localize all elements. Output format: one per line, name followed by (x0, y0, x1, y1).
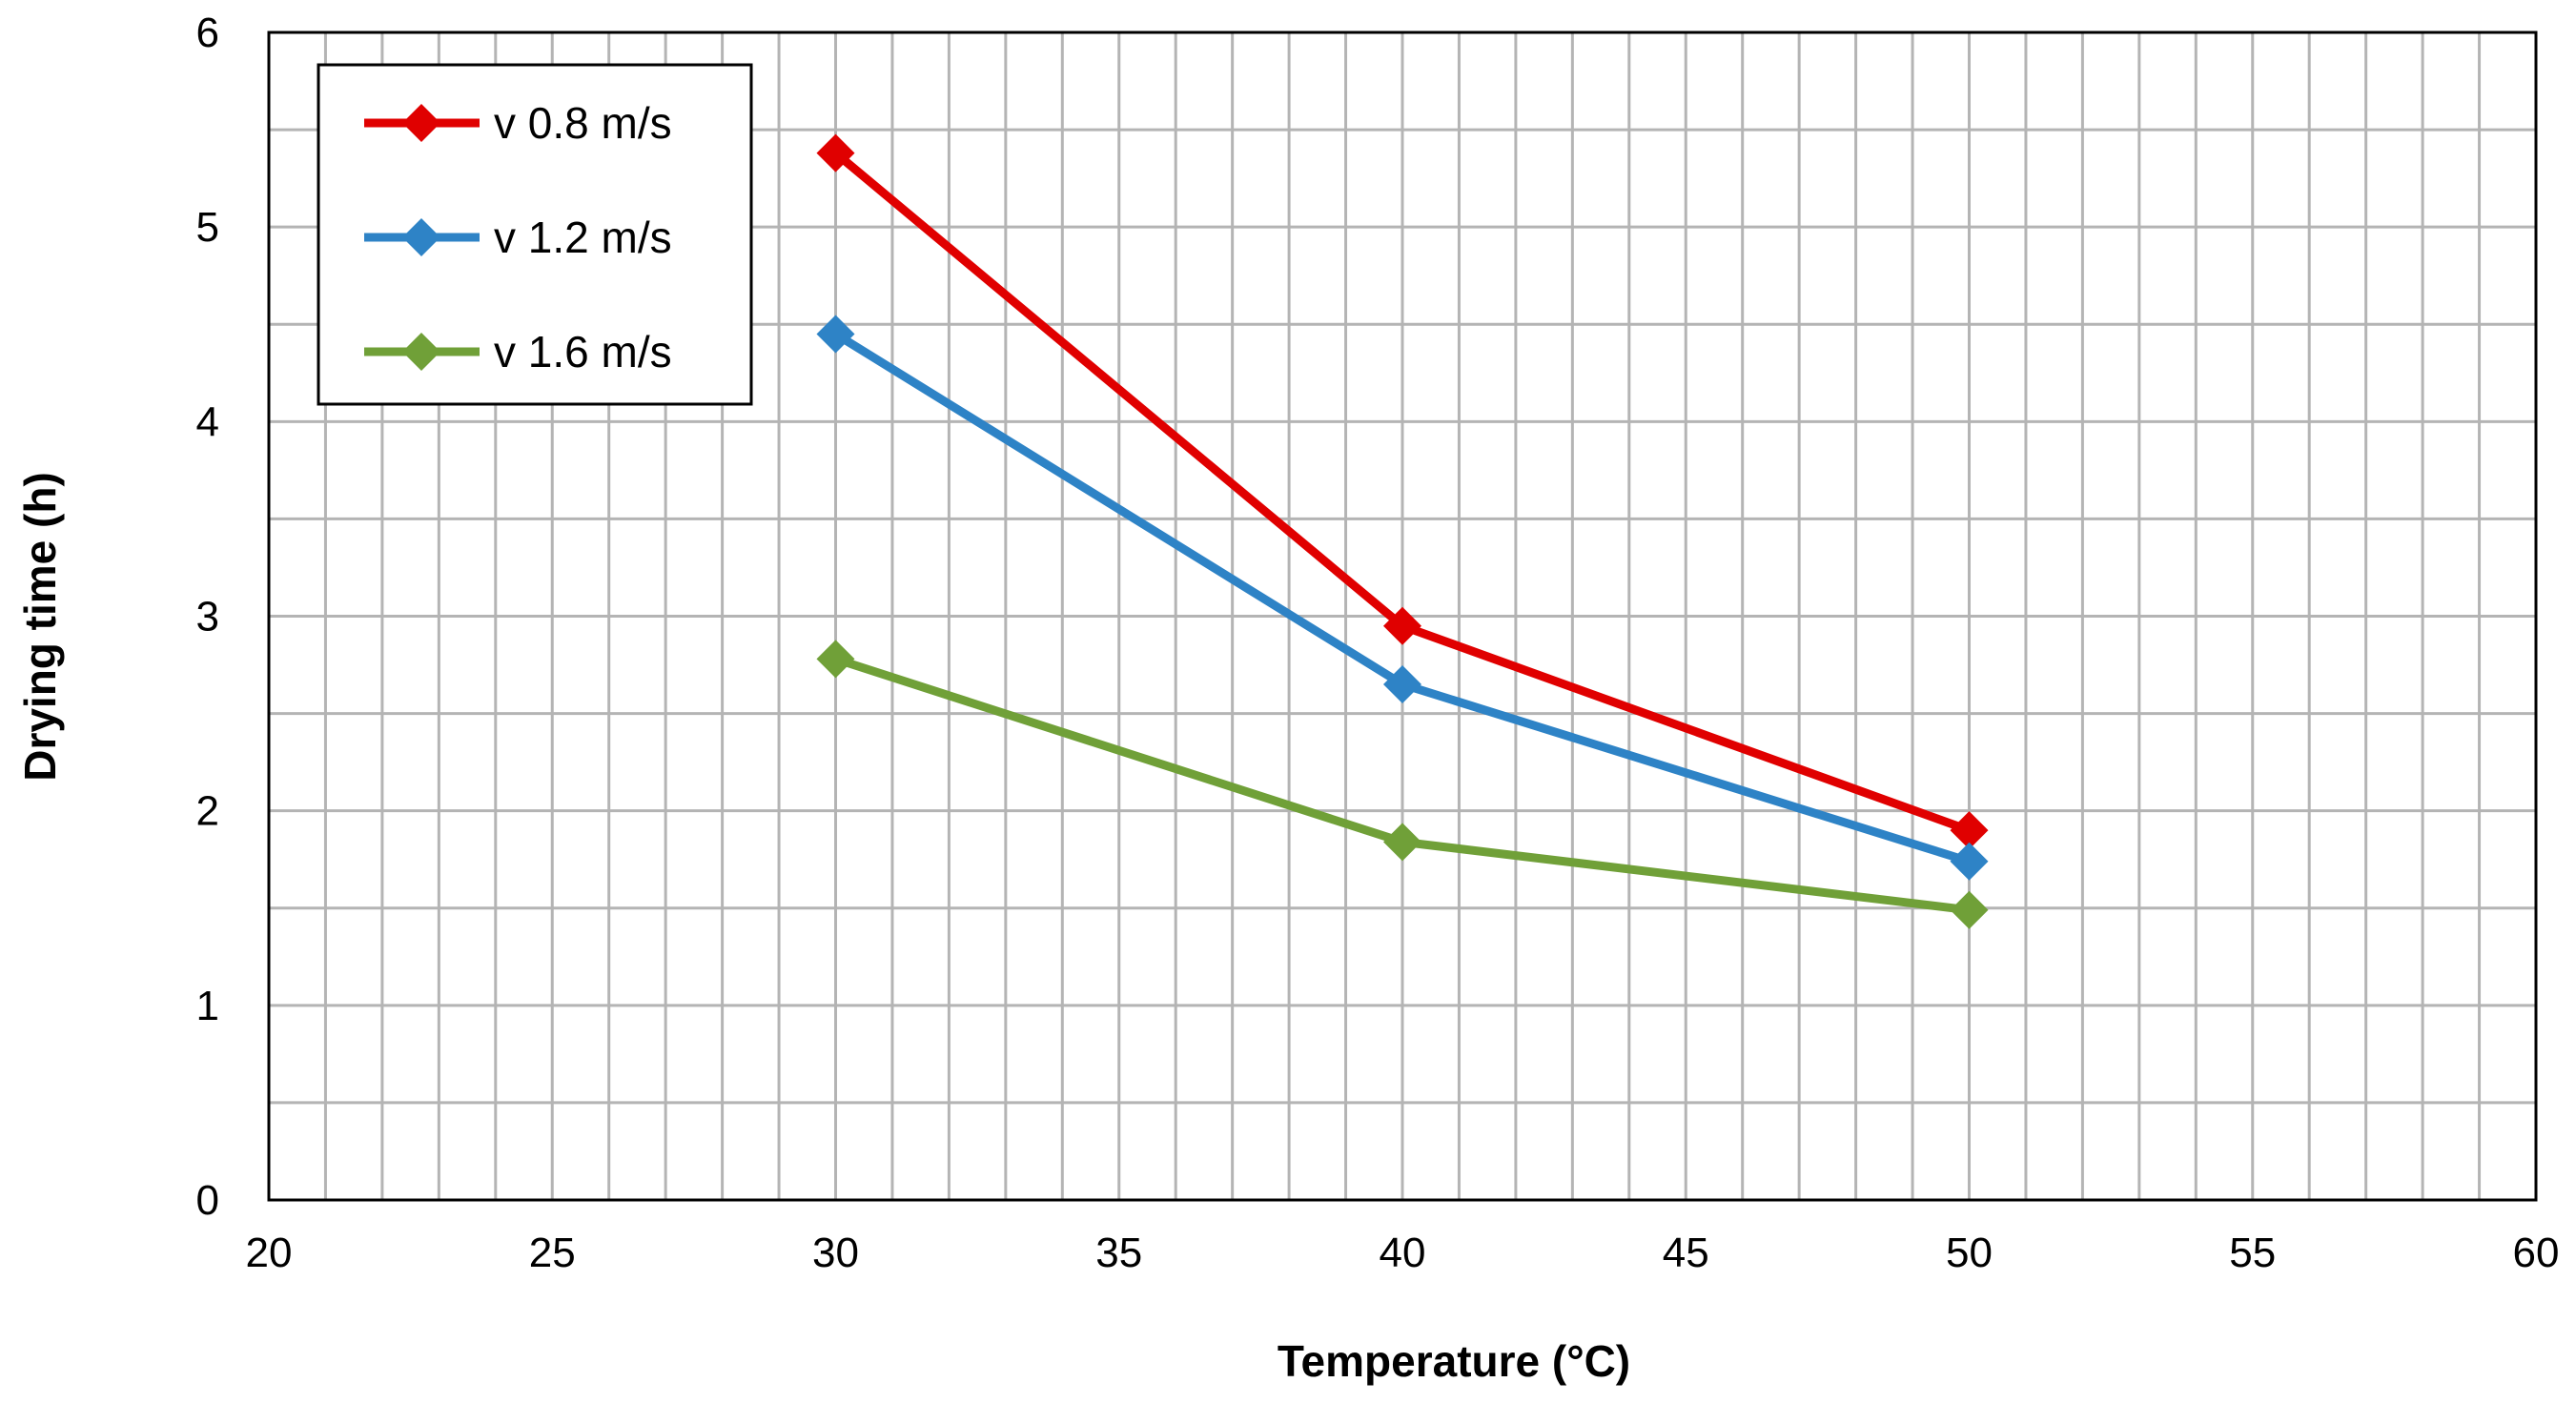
data-point (1950, 890, 1989, 929)
legend-marker (402, 104, 440, 142)
y-tick-label: 4 (196, 398, 219, 445)
x-tick-label: 50 (1946, 1230, 1993, 1276)
legend-label: v 1.2 m/s (494, 213, 672, 262)
data-point (1383, 823, 1421, 862)
y-tick-label: 0 (196, 1177, 219, 1224)
x-tick-label: 25 (529, 1230, 576, 1276)
x-tick-label: 30 (812, 1230, 859, 1276)
data-point (1383, 606, 1421, 645)
x-tick-label: 20 (246, 1230, 293, 1276)
legend-label: v 0.8 m/s (494, 98, 672, 148)
legend: v 0.8 m/s v 1.2 m/s v 1.6 m/s (317, 63, 753, 406)
data-point (1383, 664, 1421, 703)
y-tick-label: 6 (196, 10, 219, 56)
y-tick-label: 5 (196, 204, 219, 251)
x-tick-label: 35 (1095, 1230, 1142, 1276)
x-axis-tick-labels: 20 25 30 35 40 45 50 55 60 (246, 1230, 2560, 1276)
data-point (1950, 842, 1989, 881)
plot-area-border (267, 30, 2538, 1202)
series-1 (816, 133, 1989, 850)
data-point (816, 133, 855, 173)
legend-marker (402, 333, 440, 371)
y-tick-label: 2 (196, 788, 219, 835)
x-tick-label: 60 (2513, 1230, 2560, 1276)
legend-marker (402, 218, 440, 256)
x-tick-label: 45 (1663, 1230, 1709, 1276)
x-axis-title: Temperature (°C) (1278, 1336, 1630, 1386)
legend-label: v 1.6 m/s (494, 327, 672, 376)
series-lines (816, 133, 1989, 929)
data-point (1950, 811, 1989, 850)
x-tick-label: 55 (2229, 1230, 2276, 1276)
y-axis-title: Drying time (h) (15, 472, 65, 782)
y-tick-label: 1 (196, 983, 219, 1029)
data-point (816, 315, 855, 354)
series-3 (816, 640, 1989, 929)
y-axis-tick-labels: 0 1 2 3 4 5 6 (196, 10, 219, 1224)
series-2 (816, 315, 1989, 881)
legend-item: v 0.8 m/s (364, 98, 672, 148)
data-point (816, 640, 855, 679)
legend-item: v 1.6 m/s (364, 327, 672, 376)
legend-items: v 0.8 m/s v 1.2 m/s v 1.6 m/s (364, 98, 672, 376)
x-tick-label: 40 (1380, 1230, 1426, 1276)
y-tick-label: 3 (196, 594, 219, 640)
legend-item: v 1.2 m/s (364, 213, 672, 262)
